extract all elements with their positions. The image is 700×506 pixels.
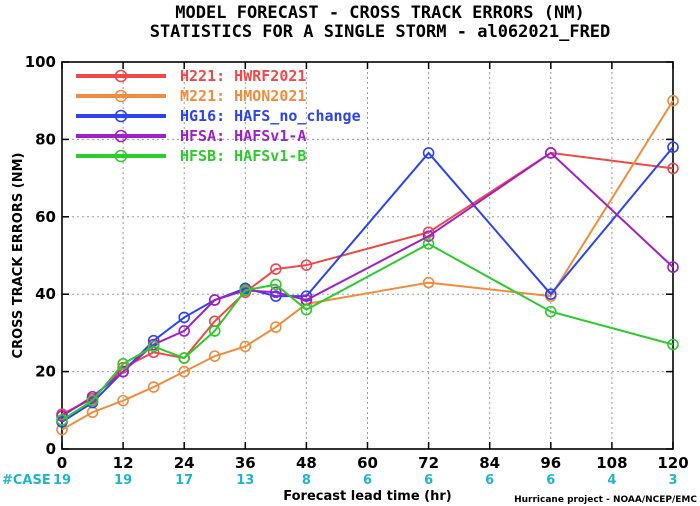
- y-axis-label: CROSS TRACK ERRORS (NM): [11, 153, 26, 359]
- plot-frame: [61, 61, 674, 450]
- data-point: [667, 162, 679, 175]
- case-label: #CASE: [2, 473, 51, 488]
- y-tick-label: 100: [25, 53, 56, 71]
- grid-lines: [62, 62, 673, 449]
- case-count: 3: [668, 473, 677, 488]
- data-point: [667, 338, 679, 351]
- data-point: [270, 286, 282, 299]
- x-tick-label: 24: [174, 454, 195, 472]
- legend-entry: HG16: HAFS_no_change: [180, 107, 361, 125]
- case-count-row: 19 19 17 13 8 6 6 6 6 4 3: [53, 473, 678, 488]
- y-axis-ticks: 0 20 40 60 80 100: [25, 53, 673, 458]
- data-point: [544, 305, 557, 318]
- chart-subtitle: STATISTICS FOR A SINGLE STORM - al062021…: [150, 22, 611, 42]
- legend-entry: HFSB: HAFSv1-B: [180, 147, 306, 165]
- data-point: [270, 263, 282, 275]
- data-point: [300, 259, 313, 271]
- data-point: [270, 321, 282, 333]
- y-tick-label: 0: [46, 440, 56, 458]
- series-hfsb: [56, 238, 679, 426]
- data-point: [300, 290, 313, 302]
- data-point: [239, 284, 252, 297]
- data-point: [147, 340, 160, 353]
- legend-marker: [114, 69, 128, 83]
- x-tick-label: 36: [235, 454, 256, 472]
- x-tick-label: 0: [57, 454, 67, 472]
- x-tick-label: 120: [657, 454, 688, 472]
- data-point: [270, 290, 282, 302]
- data-point: [544, 288, 557, 301]
- y-tick-label: 20: [35, 363, 56, 381]
- data-point: [422, 238, 435, 250]
- x-tick-label: 108: [596, 454, 627, 472]
- case-count: 8: [302, 473, 311, 488]
- data-point: [147, 381, 160, 393]
- credit-text: Hurricane project - NOAA/NCEP/EMC: [514, 495, 697, 505]
- legend-entry: HFSA: HAFSv1-A: [180, 127, 306, 145]
- case-count: 6: [485, 473, 494, 488]
- x-tick-label: 72: [418, 454, 439, 472]
- x-axis-label: Forecast lead time (hr): [283, 489, 451, 504]
- chart-title: MODEL FORECAST - CROSS TRACK ERRORS (NM): [175, 3, 584, 23]
- data-point: [270, 278, 282, 291]
- case-count: 13: [236, 473, 254, 488]
- y-tick-label: 80: [35, 130, 56, 148]
- data-point: [422, 147, 435, 159]
- x-tick-label: 48: [296, 454, 317, 472]
- data-point: [178, 325, 190, 337]
- data-point: [422, 276, 435, 289]
- x-axis-ticks: 0 12 24 36 48 60 72 84 96 108 120: [57, 62, 689, 472]
- data-point: [667, 94, 679, 107]
- data-point: [667, 141, 679, 153]
- case-count: 6: [546, 473, 555, 488]
- data-point: [117, 365, 129, 378]
- legend: H221: HWRF2021 M221: HMON2021 HG16: HAFS_n…: [76, 67, 361, 165]
- legend-marker: [114, 149, 128, 163]
- data-point: [208, 325, 221, 337]
- legend-marker: [114, 89, 128, 103]
- case-count: 4: [607, 473, 616, 488]
- case-count: 19: [53, 473, 71, 488]
- x-tick-label: 96: [540, 454, 561, 472]
- series-layer: [56, 94, 679, 436]
- x-tick-label: 60: [357, 454, 378, 472]
- legend-entry: H221: HWRF2021: [180, 67, 306, 85]
- data-point: [117, 394, 129, 407]
- data-point: [86, 394, 99, 407]
- data-point: [208, 350, 221, 362]
- case-count: 19: [114, 473, 132, 488]
- data-point: [667, 261, 679, 273]
- y-tick-label: 40: [35, 285, 56, 303]
- series-line: [61, 242, 674, 421]
- data-point: [178, 352, 190, 364]
- case-count: 17: [175, 473, 193, 488]
- data-point: [300, 303, 313, 316]
- data-point: [422, 230, 435, 242]
- data-point: [208, 294, 221, 306]
- data-point: [239, 340, 252, 353]
- legend-marker: [114, 109, 128, 123]
- case-count: 6: [363, 473, 372, 488]
- legend-entry: M221: HMON2021: [180, 87, 306, 105]
- legend-marker: [114, 129, 128, 143]
- series-line: [61, 100, 674, 431]
- x-tick-label: 84: [479, 454, 500, 472]
- data-point: [544, 147, 557, 159]
- data-point: [56, 414, 68, 426]
- case-count: 6: [424, 473, 433, 488]
- x-tick-label: 12: [113, 454, 134, 472]
- data-point: [117, 358, 129, 370]
- y-tick-label: 60: [35, 208, 56, 226]
- data-point: [178, 365, 190, 378]
- series-hfsa: [56, 147, 679, 422]
- series-line: [61, 151, 674, 417]
- data-point: [178, 311, 190, 324]
